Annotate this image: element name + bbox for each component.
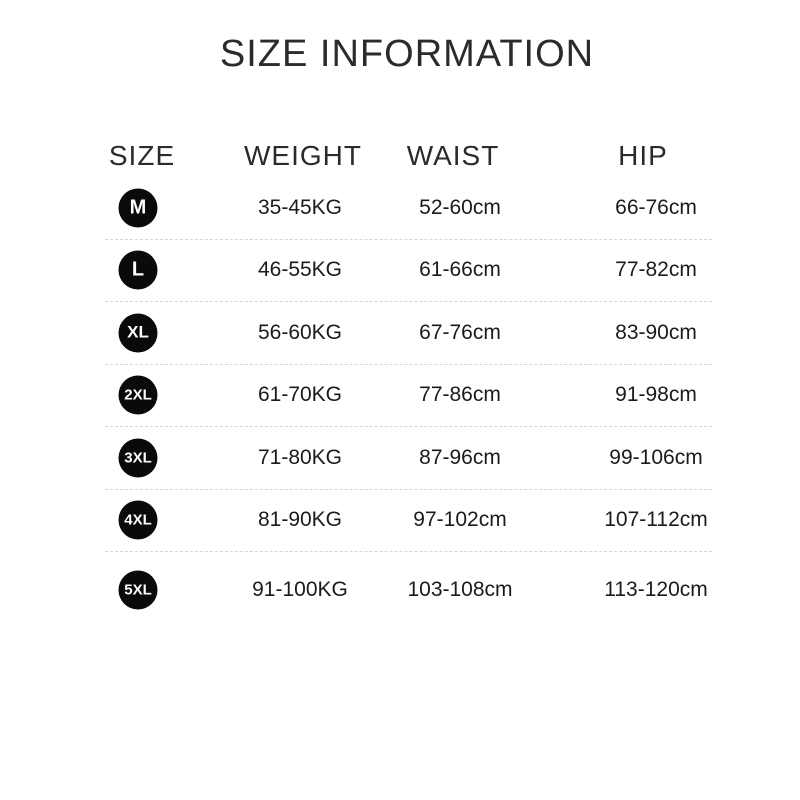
- table-row: L 46-55KG 61-66cm 77-82cm: [105, 240, 712, 302]
- size-badge: L: [118, 250, 158, 290]
- table-row: 4XL 81-90KG 97-102cm 107-112cm: [105, 490, 712, 552]
- column-header-weight: WEIGHT: [244, 140, 362, 171]
- waist-value: 61-66cm: [419, 258, 501, 282]
- hip-value: 66-76cm: [615, 195, 697, 219]
- table-row: M 35-45KG 52-60cm 66-76cm: [105, 177, 712, 240]
- hip-value: 107-112cm: [604, 508, 708, 532]
- hip-value: 113-120cm: [604, 578, 708, 601]
- hip-value: 99-106cm: [609, 445, 703, 469]
- size-badge: 3XL: [118, 438, 158, 478]
- page-title: SIZE INFORMATION: [219, 33, 595, 75]
- size-table: SIZE WEIGHT WAIST HIP M 35-45KG 52-60cm …: [105, 140, 712, 628]
- size-badge: M: [118, 188, 158, 228]
- table-row: 5XL 91-100KG 103-108cm 113-120cm: [105, 552, 712, 628]
- hip-value: 83-90cm: [615, 320, 697, 344]
- weight-value: 61-70KG: [257, 383, 343, 407]
- column-header-size: SIZE: [108, 140, 176, 171]
- hip-value: 77-82cm: [615, 258, 697, 282]
- size-badge: 4XL: [118, 500, 158, 540]
- hip-value: 91-98cm: [615, 383, 697, 407]
- column-header-hip: HIP: [618, 140, 668, 171]
- waist-value: 52-60cm: [419, 195, 501, 219]
- weight-value: 56-60KG: [257, 320, 343, 344]
- weight-value: 46-55KG: [257, 258, 343, 282]
- table-row: 2XL 61-70KG 77-86cm 91-98cm: [105, 365, 712, 427]
- waist-value: 67-76cm: [419, 320, 501, 344]
- column-header-waist: WAIST: [406, 140, 500, 171]
- table-row: XL 56-60KG 67-76cm 83-90cm: [105, 302, 712, 365]
- waist-value: 97-102cm: [413, 508, 507, 532]
- waist-value: 77-86cm: [419, 383, 501, 407]
- weight-value: 81-90KG: [257, 508, 343, 532]
- table-row: 3XL 71-80KG 87-96cm 99-106cm: [105, 427, 712, 490]
- size-badge: XL: [118, 313, 158, 353]
- table-header-row: SIZE WEIGHT WAIST HIP: [105, 140, 712, 177]
- weight-value: 35-45KG: [257, 195, 343, 219]
- size-badge: 5XL: [118, 570, 158, 610]
- weight-value: 91-100KG: [252, 578, 348, 601]
- waist-value: 87-96cm: [419, 445, 501, 469]
- size-badge: 2XL: [118, 375, 158, 415]
- waist-value: 103-108cm: [407, 578, 513, 601]
- weight-value: 71-80KG: [257, 445, 343, 469]
